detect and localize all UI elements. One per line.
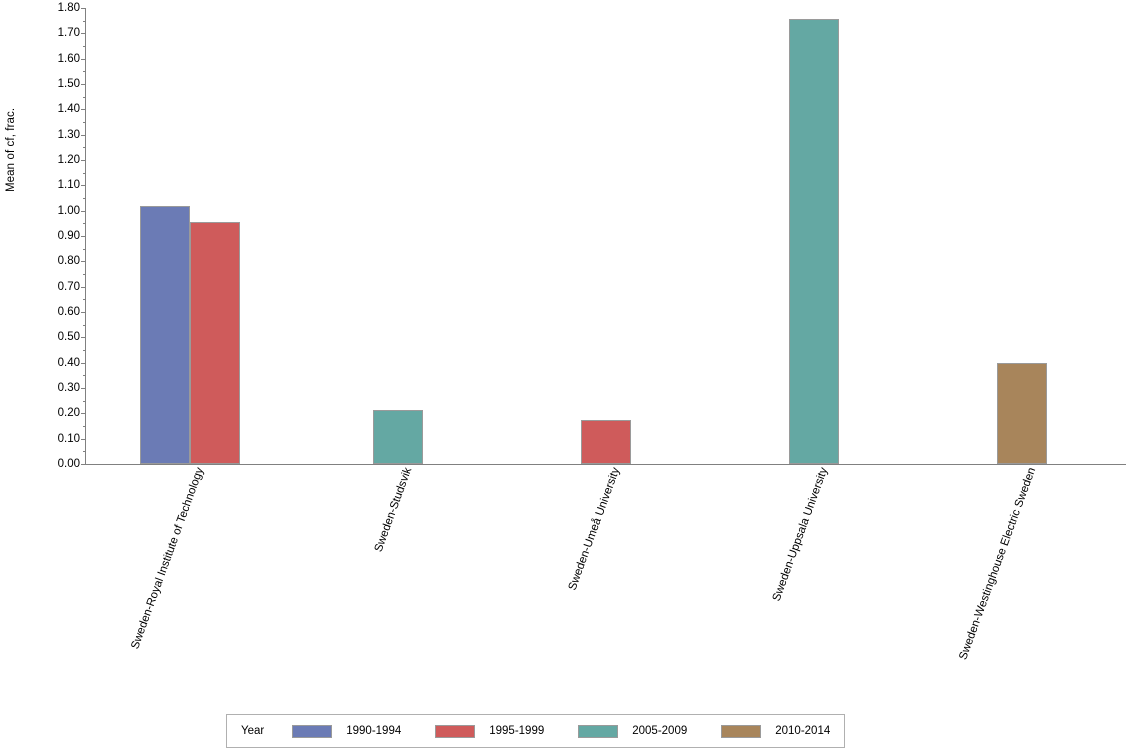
legend-item-label: 2010-2014 bbox=[775, 725, 831, 737]
y-axis-tick-label: 0.40 bbox=[57, 356, 80, 369]
bar[interactable] bbox=[140, 205, 190, 464]
legend-item[interactable]: 1995-1999 bbox=[435, 724, 545, 738]
y-axis-tick-label: 0.90 bbox=[57, 230, 80, 242]
y-axis-tick-mark bbox=[81, 185, 86, 187]
y-axis-tick-mark bbox=[81, 58, 86, 60]
y-axis-title: Mean of cf, frac. bbox=[5, 107, 17, 192]
y-axis-tick-label: 1.80 bbox=[57, 2, 80, 14]
y-axis-tick-label: 1.50 bbox=[57, 78, 80, 90]
bar[interactable] bbox=[789, 19, 839, 464]
y-axis-minor-tick-mark bbox=[83, 46, 86, 47]
legend-color-swatch bbox=[578, 724, 619, 738]
y-axis-tick-mark bbox=[81, 362, 86, 364]
y-axis-tick-label: 1.70 bbox=[57, 27, 80, 40]
y-axis-minor-tick-mark bbox=[83, 147, 86, 149]
chart-legend: Year 1990-1994 1995-1999 2005-2009 2010-201… bbox=[226, 714, 846, 748]
y-axis-minor-tick-mark bbox=[83, 172, 86, 174]
y-axis-tick-label: 0.80 bbox=[57, 255, 80, 268]
y-axis-tick-mark bbox=[81, 413, 86, 415]
legend-item-label: 1990-1994 bbox=[346, 725, 402, 737]
y-axis-tick-label: 1.40 bbox=[57, 103, 80, 116]
y-axis-tick-mark bbox=[81, 236, 86, 237]
y-axis-minor-tick-mark bbox=[83, 274, 86, 275]
plot-area: 0.00 0.10 0.20 0.30 0.40 0.50 0.60 0.70 0.80 0.90… bbox=[58, 2, 1126, 470]
legend-color-swatch bbox=[435, 724, 476, 738]
y-axis-tick-label: 0.20 bbox=[57, 407, 80, 420]
y-axis-tick-label: 0.50 bbox=[57, 331, 80, 344]
y-axis-minor-tick-mark bbox=[83, 198, 86, 199]
y-axis-tick-mark bbox=[81, 8, 86, 9]
y-axis-minor-tick-mark bbox=[83, 71, 86, 73]
y-axis-tick-label: 1.00 bbox=[57, 204, 80, 217]
y-axis-minor-tick-mark bbox=[83, 451, 86, 453]
x-axis-tick-label-text: Sweden-Studsvik bbox=[372, 466, 415, 554]
y-axis-tick-mark bbox=[81, 312, 86, 313]
bar[interactable] bbox=[373, 409, 423, 464]
y-axis-tick-label: 0.00 bbox=[57, 458, 80, 470]
y-axis-tick-label: 1.30 bbox=[57, 128, 80, 141]
y-axis-tick-mark bbox=[81, 464, 86, 465]
y-axis-minor-tick-mark bbox=[83, 122, 86, 123]
y-axis-minor-tick-mark bbox=[83, 20, 86, 22]
y-axis-tick-mark bbox=[81, 210, 86, 212]
y-axis-minor-tick-mark bbox=[83, 400, 86, 402]
y-axis-tick-label: 1.60 bbox=[57, 52, 80, 65]
x-axis-tick-label-text: Sweden-Westinghouse Electric Sweden bbox=[957, 466, 1039, 662]
bar[interactable] bbox=[190, 222, 240, 464]
y-axis-minor-tick-mark bbox=[83, 350, 86, 351]
y-axis-tick-label: 0.70 bbox=[57, 280, 80, 293]
y-axis-tick-mark bbox=[81, 286, 86, 288]
y-axis-tick-label: 0.10 bbox=[57, 432, 80, 445]
legend-item-label: 1995-1999 bbox=[489, 725, 545, 737]
y-axis-tick-mark bbox=[81, 160, 86, 161]
legend-item-label: 2005-2009 bbox=[632, 725, 688, 737]
legend-item[interactable]: 2010-2014 bbox=[721, 724, 831, 738]
y-axis-minor-tick-mark bbox=[83, 324, 86, 326]
legend-item[interactable]: 1990-1994 bbox=[292, 724, 402, 738]
y-axis-tick-mark bbox=[81, 109, 86, 111]
y-axis-tick-mark bbox=[81, 388, 86, 389]
x-axis-tick-label-text: Sweden-Umeå University bbox=[566, 466, 623, 593]
y-axis-tick-mark bbox=[81, 337, 86, 339]
x-axis-tick-label-text: Sweden-Uppsala University bbox=[770, 466, 831, 603]
y-axis-minor-tick-mark bbox=[83, 223, 86, 225]
y-axis-tick-mark bbox=[81, 134, 86, 136]
y-axis-tick-label: 0.30 bbox=[57, 382, 80, 394]
legend-item[interactable]: 2005-2009 bbox=[578, 724, 688, 738]
bar[interactable] bbox=[997, 362, 1047, 464]
legend-color-swatch bbox=[292, 724, 333, 738]
y-axis-minor-tick-mark bbox=[83, 96, 86, 98]
x-axis-labels: Sweden-Royal Institute of Technology Swed… bbox=[85, 466, 1125, 706]
bar[interactable] bbox=[581, 419, 631, 464]
y-axis-tick-label: 1.10 bbox=[57, 179, 80, 192]
y-axis-minor-tick-mark bbox=[83, 375, 86, 377]
y-axis-tick-label: 0.60 bbox=[57, 306, 80, 318]
y-axis-tick-mark bbox=[81, 84, 86, 85]
legend-title: Year bbox=[241, 725, 265, 737]
y-axis-tick-label: 1.20 bbox=[57, 154, 80, 166]
y-axis-tick-mark bbox=[81, 438, 86, 440]
y-axis-minor-tick-mark bbox=[83, 248, 86, 250]
x-axis-tick-label-text: Sweden-Royal Institute of Technology bbox=[129, 466, 207, 651]
y-axis-tick-mark bbox=[81, 261, 86, 263]
legend-color-swatch bbox=[721, 724, 762, 738]
y-axis-minor-tick-mark bbox=[83, 426, 86, 427]
y-axis-minor-tick-mark bbox=[83, 299, 86, 301]
y-axis-tick-mark bbox=[81, 33, 86, 35]
